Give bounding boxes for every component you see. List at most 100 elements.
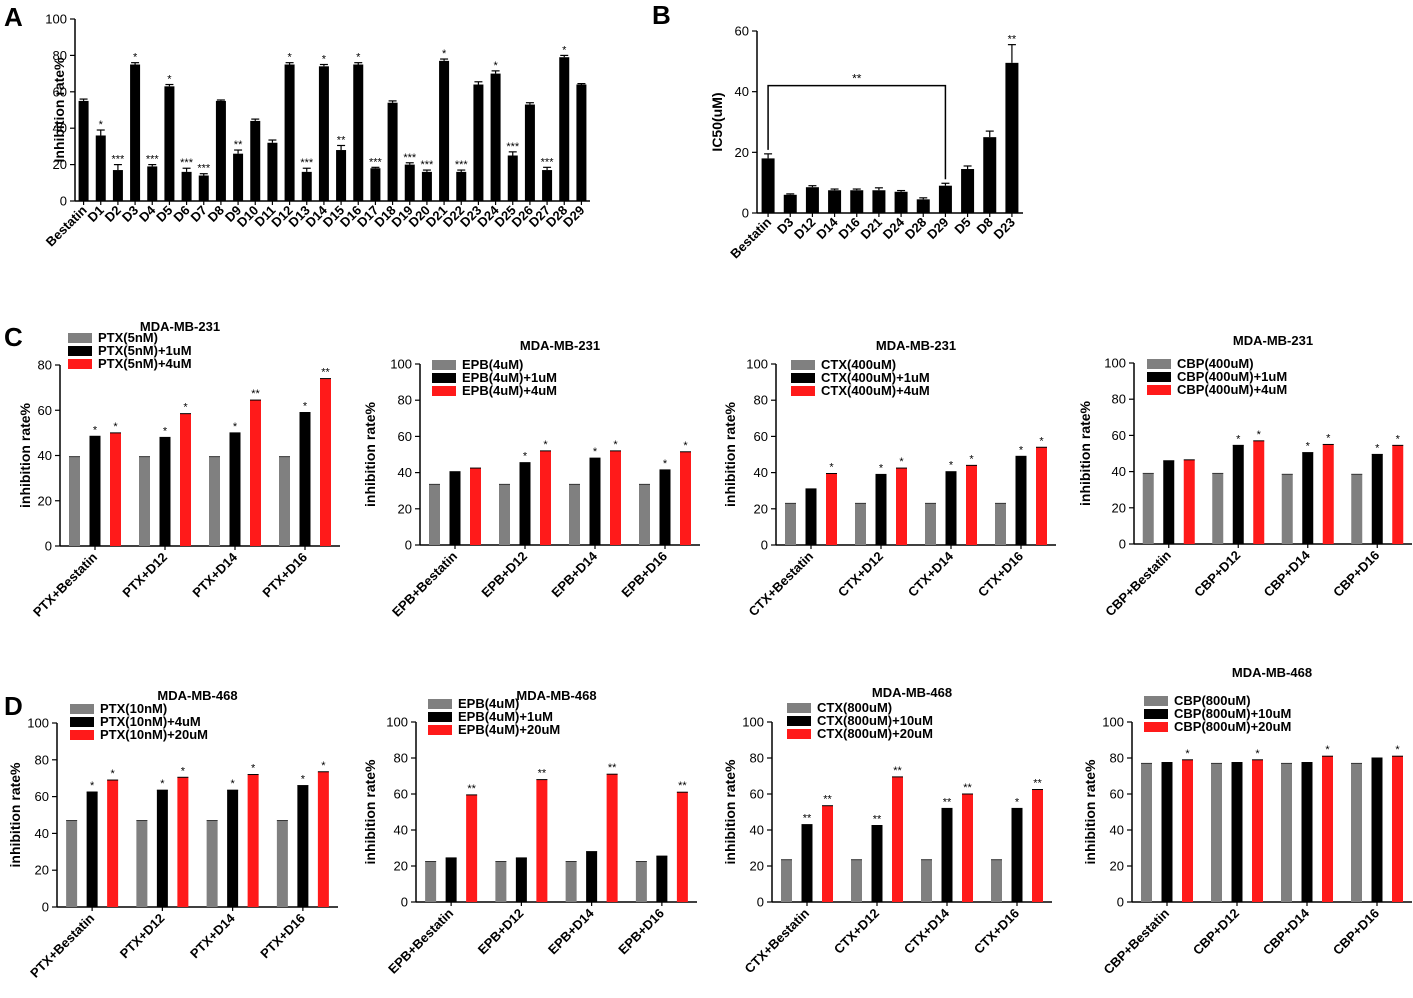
bar-low-dose bbox=[229, 432, 241, 546]
legend-swatch bbox=[787, 729, 811, 739]
legend-swatch bbox=[791, 373, 815, 383]
y-tick-label: 60 bbox=[750, 787, 764, 802]
significance-label: * bbox=[949, 460, 954, 472]
significance-label: * bbox=[1255, 748, 1260, 760]
bar bbox=[404, 164, 415, 201]
significance-label: ** bbox=[1033, 778, 1042, 790]
y-tick-label: 20 bbox=[394, 859, 408, 874]
y-tick-label: 40 bbox=[750, 823, 764, 838]
y-tick-label: 100 bbox=[746, 357, 768, 372]
bar bbox=[318, 66, 329, 201]
bar bbox=[961, 169, 975, 213]
significance-label: * bbox=[233, 421, 238, 433]
legend-label: PTX(10nM)+20uM bbox=[100, 727, 208, 742]
panel-label-c: C bbox=[4, 322, 23, 352]
significance-label: * bbox=[442, 48, 447, 60]
bar-high-dose bbox=[896, 468, 907, 545]
y-tick-label: 60 bbox=[735, 24, 749, 39]
legend-label: EPB(4uM) bbox=[458, 696, 519, 711]
x-tick-label: Bestatin bbox=[43, 202, 90, 249]
y-tick-label: 40 bbox=[754, 465, 768, 480]
y-tick-label: 40 bbox=[398, 465, 412, 480]
bar-control bbox=[69, 456, 80, 546]
y-tick-label: 100 bbox=[386, 715, 408, 730]
bar bbox=[112, 170, 123, 201]
y-tick-label: 20 bbox=[398, 501, 412, 516]
bar bbox=[387, 102, 398, 201]
significance-label: ** bbox=[873, 814, 882, 826]
significance-label: * bbox=[163, 425, 168, 437]
bar-low-dose bbox=[659, 469, 671, 545]
bar-control bbox=[279, 456, 290, 546]
y-tick-label: 40 bbox=[35, 826, 49, 841]
bar-low-dose bbox=[1371, 758, 1383, 902]
legend-label: EPB(4uM) bbox=[462, 357, 523, 372]
x-tick-label: EPB+D12 bbox=[478, 549, 530, 601]
legend-label: CBP(400uM) bbox=[1177, 356, 1254, 371]
chart-title: MDA-MB-468 bbox=[1232, 665, 1312, 680]
y-tick-label: 0 bbox=[742, 206, 749, 221]
bar-high-dose bbox=[606, 774, 618, 902]
significance-bracket bbox=[767, 84, 947, 180]
significance-label: * bbox=[683, 440, 688, 452]
legend-swatch bbox=[68, 333, 92, 343]
bar-control bbox=[639, 484, 650, 545]
x-tick-label: D12 bbox=[791, 215, 818, 242]
bar-high-dose bbox=[1182, 759, 1193, 902]
legend-swatch bbox=[787, 716, 811, 726]
x-tick-label: PTX+Bestatin bbox=[30, 549, 100, 619]
significance-label: ** bbox=[678, 780, 687, 792]
significance-label: * bbox=[303, 401, 308, 413]
bar-low-dose bbox=[519, 462, 531, 545]
significance-label: * bbox=[1375, 442, 1380, 454]
y-axis-label: inhibition rate% bbox=[7, 762, 23, 868]
bar bbox=[336, 150, 347, 201]
y-tick-label: 60 bbox=[394, 787, 408, 802]
bar-low-dose bbox=[159, 437, 171, 546]
bar-high-dose bbox=[107, 780, 119, 907]
x-tick-label: CBP+D14 bbox=[1261, 547, 1314, 600]
significance-label: * bbox=[1236, 433, 1241, 445]
chart-d1: 0 20 40 60 80 100 inhibition rate% * * PTX+Bestat… bbox=[7, 688, 338, 981]
bar-low-dose bbox=[1301, 762, 1313, 902]
x-tick-label: CBP+Bestatin bbox=[1102, 547, 1174, 619]
bar-low-dose bbox=[805, 488, 817, 545]
x-tick-label: CBP+Bestatin bbox=[1100, 905, 1172, 977]
significance-label: ** bbox=[852, 72, 862, 86]
legend-swatch bbox=[1144, 709, 1168, 719]
chart-title: MDA-MB-231 bbox=[140, 319, 220, 334]
bar bbox=[198, 175, 209, 201]
bar bbox=[284, 64, 295, 201]
bar bbox=[761, 158, 775, 213]
legend-label: CTX(400uM)+1uM bbox=[821, 370, 930, 385]
legend-label: PTX(10nM) bbox=[100, 701, 167, 716]
significance-label: ** bbox=[321, 367, 330, 379]
y-tick-label: 100 bbox=[45, 12, 67, 27]
significance-label: * bbox=[523, 451, 528, 463]
bar-control bbox=[136, 820, 148, 907]
significance-label: * bbox=[1015, 796, 1020, 808]
bar-low-dose bbox=[156, 790, 168, 907]
bar-control bbox=[1351, 763, 1362, 902]
chart-c4: 0 20 40 60 80 100 inhibition rate% CBP+Bestatin… bbox=[1077, 333, 1412, 619]
bar bbox=[850, 190, 864, 213]
bar-high-dose bbox=[536, 779, 548, 902]
y-tick-label: 80 bbox=[1112, 392, 1126, 407]
legend-label: EPB(4uM)+1uM bbox=[458, 709, 553, 724]
x-tick-label: CTX+D16 bbox=[975, 549, 1026, 600]
x-tick-label: PTX+D16 bbox=[259, 550, 310, 601]
significance-label: * bbox=[287, 52, 292, 64]
bar-control bbox=[1351, 474, 1363, 544]
bar-high-dose bbox=[317, 771, 329, 907]
y-axis-label: inhibition rate% bbox=[362, 401, 378, 507]
legend-swatch bbox=[1144, 722, 1168, 732]
significance-label: ** bbox=[538, 768, 547, 780]
chart-c2: 0 20 40 60 80 100 inhibition rate% EPB+Bestatin… bbox=[362, 338, 700, 620]
bar-control bbox=[635, 861, 647, 902]
bar bbox=[267, 142, 278, 201]
significance-label: * bbox=[1185, 748, 1190, 760]
significance-label: * bbox=[321, 760, 326, 772]
